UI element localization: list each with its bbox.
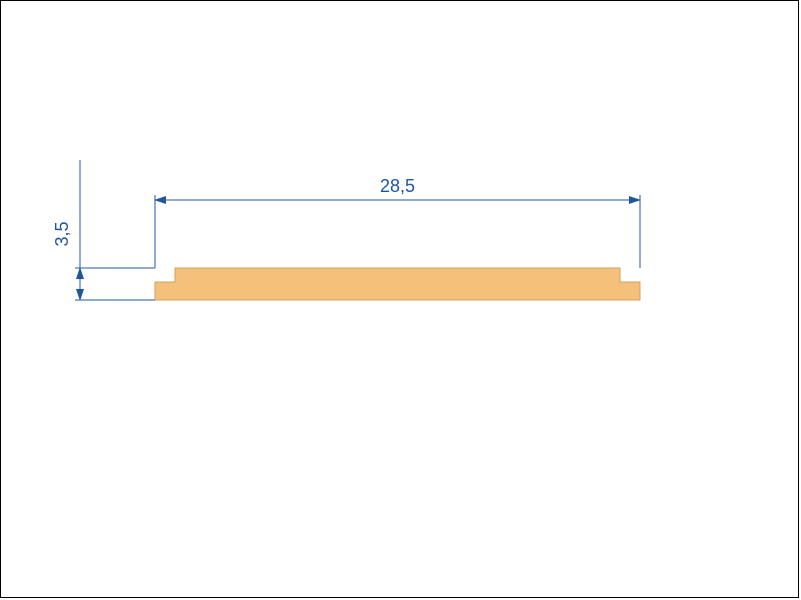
- profile-cross-section: [155, 268, 640, 300]
- height-dimension-label: 3,5: [52, 221, 72, 246]
- technical-drawing: 28,5 3,5: [0, 0, 801, 600]
- height-dimension: 3,5: [52, 160, 155, 300]
- width-dimension: 28,5: [155, 176, 640, 268]
- width-dimension-label: 28,5: [380, 176, 415, 196]
